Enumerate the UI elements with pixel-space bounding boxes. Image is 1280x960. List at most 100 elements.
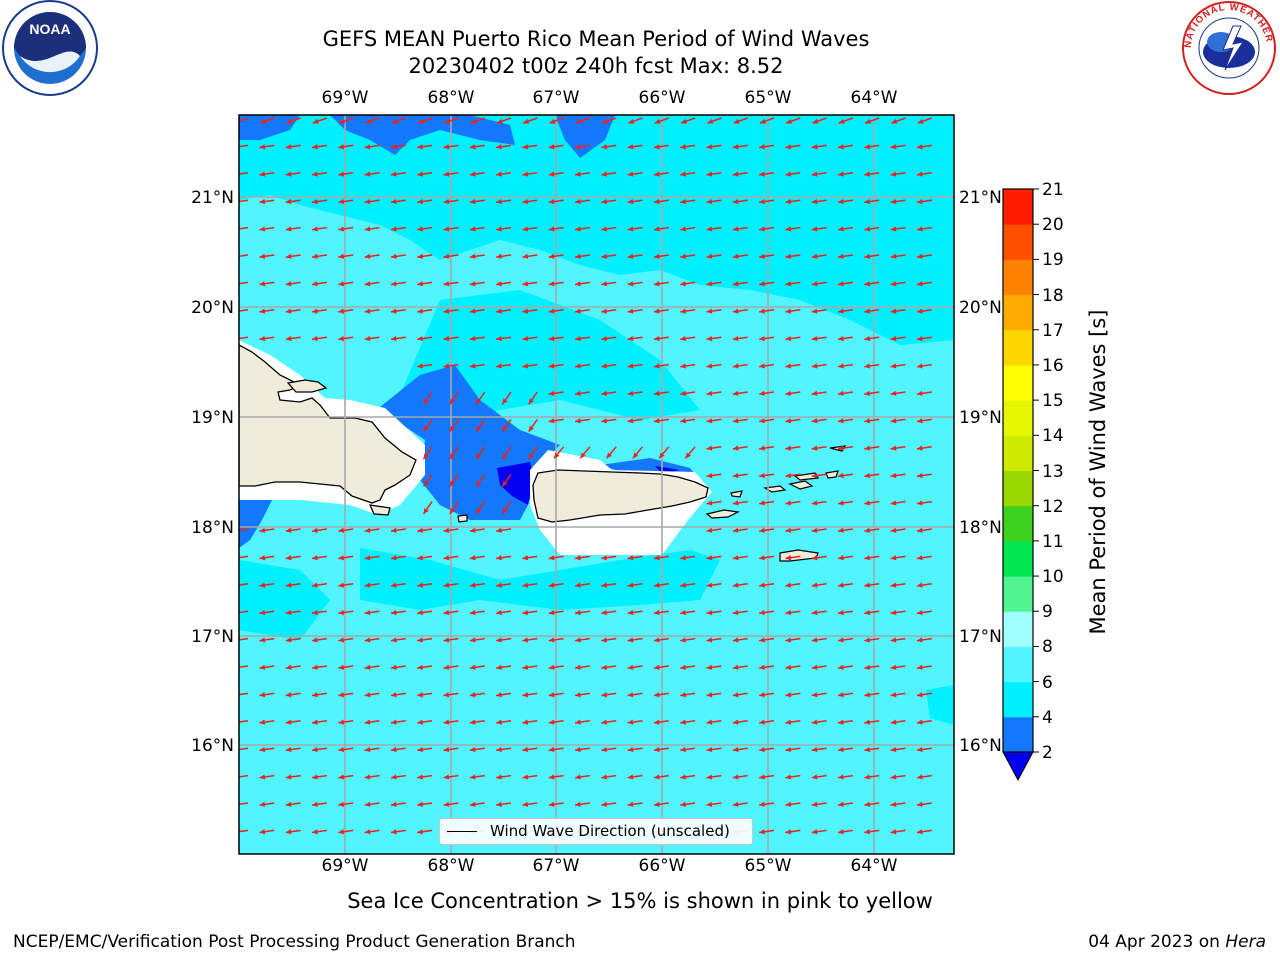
wave-direction-arrow	[496, 692, 512, 698]
wave-direction-arrow	[627, 308, 643, 314]
wave-direction-arrow	[890, 500, 906, 506]
wave-direction-arrow	[522, 281, 538, 287]
wave-direction-arrow	[890, 281, 906, 287]
colorbar-segment	[1003, 681, 1033, 718]
wave-direction-arrow	[259, 171, 275, 177]
wave-direction-arrow	[475, 501, 486, 515]
wave-direction-arrow	[469, 308, 485, 314]
wave-direction-arrow	[496, 555, 512, 561]
wave-direction-arrow	[390, 746, 406, 753]
wave-direction-arrow	[338, 171, 354, 177]
wave-direction-arrow	[285, 226, 301, 232]
wave-direction-arrow	[706, 445, 722, 451]
colorbar-segment	[1003, 540, 1033, 577]
period-band-4-6-south	[360, 548, 720, 610]
wave-direction-arrow	[501, 501, 512, 515]
wave-direction-arrow	[574, 609, 591, 616]
wave-direction-arrow	[390, 719, 406, 725]
wave-direction-arrow	[239, 309, 249, 312]
wave-direction-arrow	[548, 774, 564, 780]
wave-direction-arrow	[364, 226, 380, 232]
wave-direction-arrow	[574, 692, 591, 698]
wave-direction-arrow	[916, 418, 932, 424]
wave-direction-arrow	[653, 746, 669, 753]
wave-direction-arrow	[574, 719, 591, 725]
wave-direction-arrow	[785, 171, 801, 177]
wave-direction-arrow	[732, 774, 748, 780]
wave-direction-arrow	[785, 308, 801, 314]
wave-direction-arrow	[285, 308, 301, 314]
wave-direction-arrow	[916, 555, 932, 561]
wave-direction-arrow	[837, 555, 854, 561]
wave-direction-arrow	[522, 117, 538, 124]
wave-direction-arrow	[417, 363, 433, 369]
wave-direction-arrow	[811, 144, 827, 150]
wave-direction-arrow	[239, 747, 249, 751]
lon-tick-bottom: 69°W	[321, 856, 369, 876]
colorbar-tick-label: 2	[1042, 743, 1053, 763]
wave-direction-arrow	[706, 418, 722, 424]
legend-line-symbol	[447, 831, 477, 832]
colorbar-segment	[1003, 364, 1033, 401]
wave-direction-arrow	[364, 253, 380, 259]
wave-direction-arrow	[311, 692, 328, 698]
wave-direction-arrow	[632, 446, 644, 459]
wave-direction-arrow	[706, 253, 722, 259]
wave-direction-arrow	[916, 609, 932, 616]
wave-direction-arrow	[759, 308, 775, 314]
footer-date: 04 Apr 2023 on Hera	[1088, 932, 1266, 952]
wave-direction-arrow	[601, 144, 617, 150]
wave-direction-arrow	[501, 418, 512, 433]
wave-direction-arrow	[837, 774, 854, 780]
wave-direction-arrow	[706, 609, 722, 616]
wave-direction-arrow	[890, 472, 906, 479]
wave-direction-arrow	[311, 609, 328, 616]
wave-direction-arrow	[601, 801, 617, 807]
wave-direction-arrow	[837, 281, 854, 287]
wave-direction-arrow	[759, 527, 775, 533]
colorbar-tick-label: 15	[1042, 391, 1064, 412]
lon-tick-bottom: 64°W	[850, 856, 898, 876]
wave-direction-arrow	[311, 829, 328, 835]
wave-direction-arrow	[338, 198, 354, 205]
lat-tick-left: 18°N	[191, 518, 234, 538]
wave-direction-arrow	[732, 253, 748, 259]
wave-direction-arrow	[759, 390, 775, 396]
wave-direction-arrow	[916, 171, 932, 177]
wave-direction-arrow	[653, 226, 669, 232]
wave-direction-arrow	[785, 801, 801, 807]
wave-direction-arrow	[890, 664, 906, 670]
wave-direction-arrow	[601, 335, 617, 342]
wave-direction-arrow	[680, 609, 696, 616]
lat-tick-left: 21°N	[191, 188, 234, 208]
wave-direction-arrow	[311, 746, 328, 753]
wave-direction-arrow	[522, 335, 538, 342]
wave-direction-arrow	[443, 335, 459, 342]
wave-direction-arrow	[890, 801, 906, 807]
wave-direction-arrow	[364, 171, 380, 177]
wave-direction-arrow	[601, 637, 617, 643]
wave-direction-arrow	[548, 363, 564, 369]
colorbar-segment	[1003, 716, 1033, 753]
wave-direction-arrow	[422, 418, 433, 433]
wave-direction-arrow	[864, 171, 880, 177]
wave-direction-arrow	[864, 335, 880, 342]
wave-direction-arrow	[837, 500, 854, 506]
wave-direction-arrow	[574, 582, 591, 588]
wave-direction-arrow	[574, 253, 591, 259]
wave-direction-arrow	[864, 774, 880, 780]
wave-direction-arrow	[706, 500, 722, 506]
noaa-logo-text: NOAA	[29, 21, 70, 37]
wave-direction-arrow	[601, 418, 617, 424]
wave-direction-arrow	[522, 363, 538, 369]
wave-direction-arrow	[574, 363, 591, 369]
wave-direction-arrow	[285, 555, 301, 561]
wave-direction-arrow	[916, 527, 932, 533]
wave-direction-arrow	[443, 746, 459, 753]
colorbar-tick-label: 17	[1042, 320, 1064, 341]
wave-direction-arrow	[391, 117, 407, 124]
wave-direction-arrow	[311, 226, 328, 232]
wave-direction-arrow	[364, 582, 380, 588]
wave-direction-arrow	[469, 253, 485, 259]
wave-direction-arrow	[890, 555, 906, 561]
